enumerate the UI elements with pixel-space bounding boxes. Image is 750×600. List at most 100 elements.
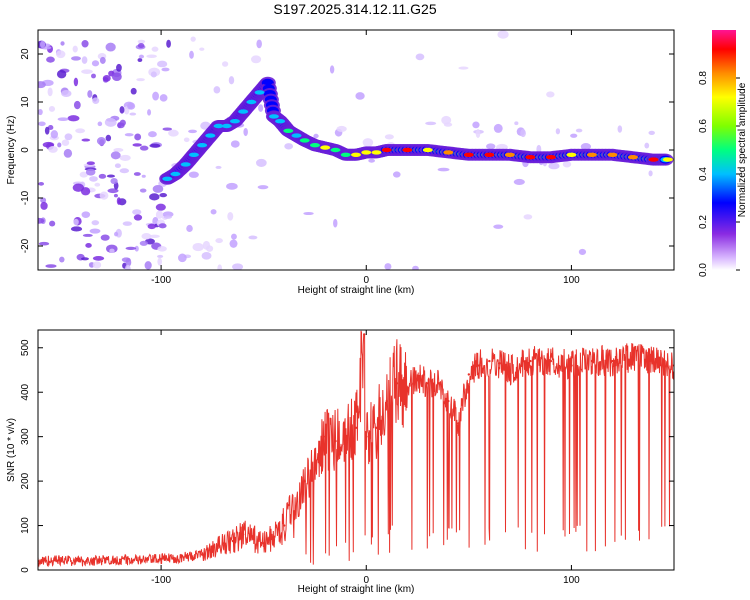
spectrogram-noise-cell xyxy=(80,257,89,261)
spectrogram-noise-cell xyxy=(226,182,238,190)
spectrogram-noise-cell xyxy=(157,246,167,252)
snr-data-point xyxy=(159,557,163,561)
snr-data-point xyxy=(293,511,296,514)
spectrogram-noise-cell xyxy=(201,252,212,260)
spectrogram-noise-cell xyxy=(99,191,109,200)
snr-data-point xyxy=(385,399,388,403)
spectrogram-noise-cell xyxy=(60,41,65,46)
spectrogram-noise-cell xyxy=(472,121,480,129)
spectrogram-noise-cell xyxy=(362,138,374,147)
spectrogram-noise-cell xyxy=(213,86,221,94)
spectrogram-noise-cell xyxy=(313,133,319,139)
spectrogram-ridge-point xyxy=(254,90,265,95)
spectrogram-noise-cell xyxy=(163,215,172,219)
spectrogram-noise-cell xyxy=(104,117,117,127)
snr-data-point xyxy=(354,426,358,429)
spectrogram-noise-cell xyxy=(42,141,55,148)
spectrogram-x-tick-label: 100 xyxy=(563,275,580,286)
spectrogram-noise-cell xyxy=(89,176,98,182)
spectrogram-noise-cell xyxy=(617,125,623,133)
spectrogram-ridge-point xyxy=(221,123,232,129)
colorbar: 0.0 0.2 0.4 0.6 0.8 Normalized spectral ampl… xyxy=(698,30,748,277)
spectrogram-noise-cell xyxy=(111,72,122,82)
spectrogram-noise-cell xyxy=(161,67,170,72)
spectrogram-noise-cell xyxy=(139,145,149,151)
spectrogram-noise-cell xyxy=(178,253,187,263)
spectrogram-noise-cell xyxy=(562,161,572,168)
spectrogram-noise-cell xyxy=(124,264,131,270)
snr-data-point xyxy=(508,368,512,372)
spectrogram-ridge-point xyxy=(291,133,302,138)
spectrogram-noise-cell xyxy=(79,171,88,178)
snr-data-point xyxy=(231,539,235,543)
spectrogram-noise-cell xyxy=(81,40,89,48)
spectrogram-noise-cell xyxy=(158,223,167,229)
snr-data-point xyxy=(363,333,366,336)
spectrogram-noise-cell xyxy=(113,147,124,152)
colorbar-ticks: 0.0 0.2 0.4 0.6 0.8 xyxy=(698,71,740,277)
spectrogram-noise-cell xyxy=(119,106,125,114)
spectrogram-noise-cell xyxy=(106,174,115,178)
spectrogram-x-tick-label: -100 xyxy=(151,275,171,286)
spectrogram-noise-cell xyxy=(46,56,55,63)
spectrogram-noise-cell xyxy=(61,139,70,147)
spectrogram-noise-cell xyxy=(437,167,450,172)
spectrogram-noise-cell xyxy=(48,146,58,153)
spectrogram-ridge-point xyxy=(309,143,320,148)
spectrogram-noise-cell xyxy=(199,47,205,51)
spectrogram-noise-cell xyxy=(412,265,419,270)
snr-data-point xyxy=(252,537,255,541)
spectrogram-noise-cell xyxy=(55,50,66,59)
colorbar-label: Normalized spectral amplitude xyxy=(737,82,748,217)
spectrogram-noise-cell xyxy=(73,100,81,110)
spectrogram-noise-cell xyxy=(425,121,437,126)
snr-data-point xyxy=(457,422,460,425)
snr-data-point xyxy=(313,466,317,469)
spectrogram-noise-cell xyxy=(152,91,159,101)
spectrogram-noise-cell xyxy=(230,140,240,148)
spectrogram-noise-cell xyxy=(81,69,93,74)
spectrogram-noise-cell xyxy=(231,233,237,240)
spectrogram-noise-cell xyxy=(523,214,533,220)
spectrogram-noise-cell xyxy=(38,181,45,186)
spectrogram-noise-cell xyxy=(100,234,110,241)
snr-x-tick-label: -100 xyxy=(151,575,171,586)
spectrogram-noise-cell xyxy=(210,209,217,215)
spectrogram-noise-cell xyxy=(137,58,143,63)
spectrogram-ridge-point xyxy=(525,155,536,160)
snr-data-point xyxy=(570,364,573,367)
spectrogram-ridge-point xyxy=(627,155,638,160)
spectrogram-ridge-point xyxy=(268,114,279,119)
spectrogram-noise-cell xyxy=(243,127,248,137)
spectrogram-noise-cell xyxy=(92,256,105,261)
spectrogram-noise-cell xyxy=(99,56,106,64)
snr-data-point xyxy=(631,355,635,358)
spectrogram-noise-cell xyxy=(38,121,46,127)
spectrogram-noise-cell xyxy=(91,73,96,79)
spectrogram-noise-cell xyxy=(333,218,338,228)
spectrogram-noise-cell xyxy=(148,131,157,138)
spectrogram-noise-cell xyxy=(67,115,80,122)
spectrogram-noise-cell xyxy=(40,197,47,204)
spectrogram-ridge-point xyxy=(188,152,199,157)
spectrogram-noise-cell xyxy=(190,36,196,42)
spectrogram-noise-cell xyxy=(57,142,62,148)
spectrogram-noise-cell xyxy=(546,91,555,98)
spectrogram-noise-cell xyxy=(73,77,79,87)
spectrogram-noise-cell xyxy=(138,54,145,59)
spectrogram-noise-cell xyxy=(44,126,50,135)
spectrogram-noise-cell xyxy=(85,168,96,176)
spectrogram-ridge-point xyxy=(205,133,216,138)
spectrogram-noise-cell xyxy=(133,214,143,221)
spectrogram-noise-cell xyxy=(232,263,244,270)
spectrogram-noise-cell xyxy=(157,254,164,258)
spectrogram-noise-cell xyxy=(186,224,193,233)
snr-panel: -100 0 100 0 100 200 300 400 500 Height of stra… xyxy=(6,329,675,595)
snr-frame xyxy=(37,329,675,571)
spectrogram-noise-cell xyxy=(91,220,100,226)
spectrogram-noise-cell xyxy=(258,104,264,112)
snr-y-label: SNR (10 * v/v) xyxy=(6,418,17,482)
snr-y-tick-label: 400 xyxy=(20,383,31,400)
spectrogram-noise-cell xyxy=(188,171,199,178)
spectrogram-noise-cell xyxy=(110,177,118,185)
